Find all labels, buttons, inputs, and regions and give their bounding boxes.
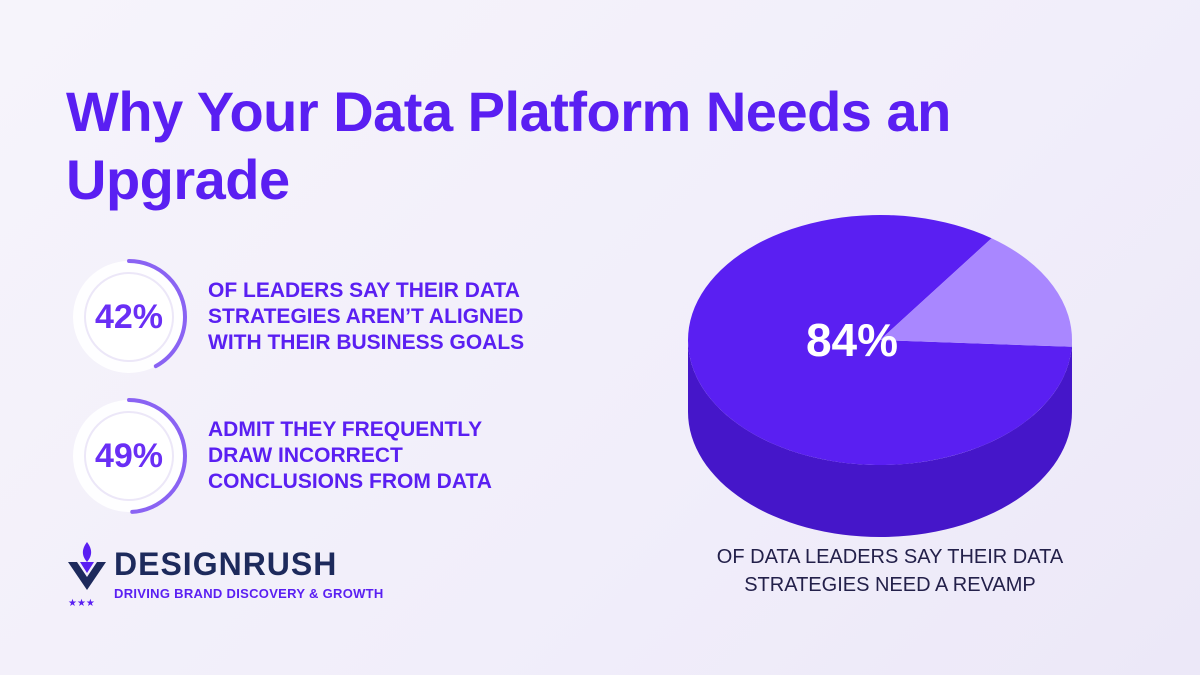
pie-caption: OF DATA LEADERS SAY THEIR DATA STRATEGIE… (680, 543, 1100, 599)
stat-line: ADMIT THEY FREQUENTLY (208, 418, 483, 441)
brand-logo: ★★★ DESIGNRUSH DRIVING BRAND DISCOVERY &… (66, 540, 406, 610)
stat-badge: 42% (70, 258, 188, 376)
stat-line: DRAW INCORRECT (208, 444, 403, 467)
stat-badge: 49% (70, 397, 188, 515)
stat-item: 42% OF LEADERS SAY THEIR DATA STRATEGIES… (70, 258, 598, 376)
stat-description: OF LEADERS SAY THEIR DATA STRATEGIES ARE… (208, 278, 598, 356)
stat-item: 49% ADMIT THEY FREQUENTLY DRAW INCORRECT… (70, 397, 598, 515)
stat-line: OF LEADERS SAY THEIR DATA (208, 279, 520, 302)
stat-description: ADMIT THEY FREQUENTLY DRAW INCORRECT CON… (208, 417, 598, 495)
pie-slice-rest (880, 238, 1072, 347)
designrush-logo-icon: ★★★ (68, 542, 106, 609)
page-title: Why Your Data Platform Needs an Upgrade (66, 80, 951, 211)
progress-ring (71, 259, 187, 375)
stat-value: 49% (94, 436, 164, 475)
svg-text:★★★: ★★★ (68, 598, 95, 609)
pie-chart: 84% (680, 208, 1100, 538)
brand-tagline: DRIVING BRAND DISCOVERY & GROWTH (114, 586, 384, 601)
pie-caption-line: OF DATA LEADERS SAY THEIR DATA (716, 546, 1064, 568)
progress-ring (71, 398, 187, 514)
pie-caption-line: STRATEGIES NEED A REVAMP (744, 574, 1036, 596)
stat-line: STRATEGIES AREN’T ALIGNED (208, 305, 524, 328)
pie-side-wall (688, 340, 1072, 537)
pie-slice-main (688, 214, 1072, 465)
brand-name: DESIGNRUSH (114, 546, 338, 582)
stat-line: WITH THEIR BUSINESS GOALS (208, 331, 525, 354)
stat-line: CONCLUSIONS FROM DATA (208, 470, 492, 493)
stat-value: 42% (94, 297, 164, 336)
pie-chart-svg: 84% (688, 214, 1072, 537)
pie-slice-label: 84% (806, 314, 898, 366)
